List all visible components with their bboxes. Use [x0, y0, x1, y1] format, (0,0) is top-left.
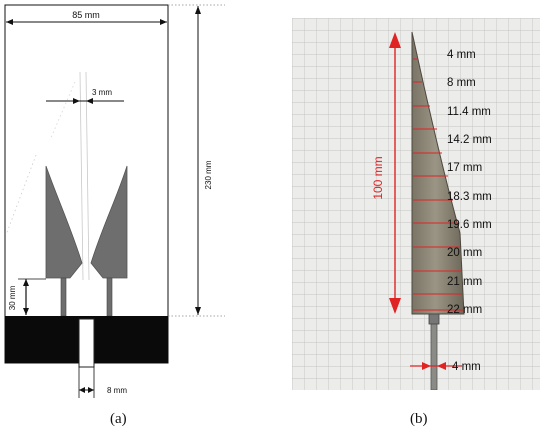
- feed-height-label: 30 mm: [8, 285, 17, 310]
- length-label: 100 mm: [371, 156, 385, 199]
- width-label: 11.4 mm: [447, 106, 491, 118]
- dotted-guide-left: [5, 154, 37, 236]
- metal-feed-rod: [430, 313, 438, 390]
- slot-arrow-right: [86, 98, 93, 104]
- antenna-schematic: 85 mm 230 mm 3 mm 30 mm 8 mm: [4, 4, 225, 398]
- width-label: 19.6 mm: [447, 219, 492, 231]
- rod-collar: [428, 313, 440, 325]
- width-label: 8 mm: [447, 77, 476, 89]
- left-feed-rod: [60, 277, 67, 317]
- slot-guide-right: [85, 71, 90, 281]
- width-label-group: 4 mm 8 mm 11.4 mm 14.2 mm 17 mm 18.3 mm …: [447, 49, 492, 316]
- metal-blade: [411, 31, 465, 315]
- width-arrow-right: [160, 19, 167, 25]
- caption-b: (b): [410, 411, 428, 427]
- height-arrow-top: [195, 6, 201, 14]
- right-feed-rod: [106, 277, 113, 317]
- connector-arrow-left: [79, 387, 85, 393]
- length-arrow-top: [389, 32, 401, 48]
- width-label: 17 mm: [447, 162, 482, 174]
- feed-height-arrow-bottom: [23, 308, 29, 315]
- feed-height-arrow-top: [23, 279, 29, 286]
- slot-label: 3 mm: [92, 88, 112, 97]
- width-label: 22 mm: [447, 304, 482, 316]
- width-label: 4 mm: [447, 49, 476, 61]
- blade-photo: 100 mm 4 mm 8 mm 11.4 mm 14.2 mm 17 mm: [292, 18, 540, 390]
- width-label: 18.3 mm: [447, 191, 492, 203]
- height-arrow-bottom: [195, 307, 201, 315]
- dotted-guide-left-top: [49, 81, 76, 141]
- width-label: 14.2 mm: [447, 134, 492, 146]
- slot-arrow-left: [73, 98, 80, 104]
- connector-label: 8 mm: [107, 386, 127, 395]
- substrate-outline: [4, 4, 169, 364]
- width-label: 21 mm: [447, 276, 482, 288]
- width-arrow-left: [6, 19, 13, 25]
- width-label: 20 mm: [447, 247, 482, 259]
- width-arrows: [413, 58, 463, 311]
- connector: [78, 318, 95, 368]
- height-label: 230 mm: [204, 160, 213, 189]
- width-label: 85 mm: [72, 10, 100, 20]
- slot-guide-left: [79, 71, 84, 281]
- right-blade: [90, 165, 128, 279]
- caption-a: (a): [110, 411, 127, 427]
- rod-arrow-right: [437, 362, 446, 370]
- left-blade: [45, 165, 83, 279]
- rod-width-label: 4 mm: [452, 361, 481, 373]
- rod-arrow-left: [422, 362, 431, 370]
- length-arrow-bottom: [389, 298, 401, 314]
- connector-arrow-right: [88, 387, 94, 393]
